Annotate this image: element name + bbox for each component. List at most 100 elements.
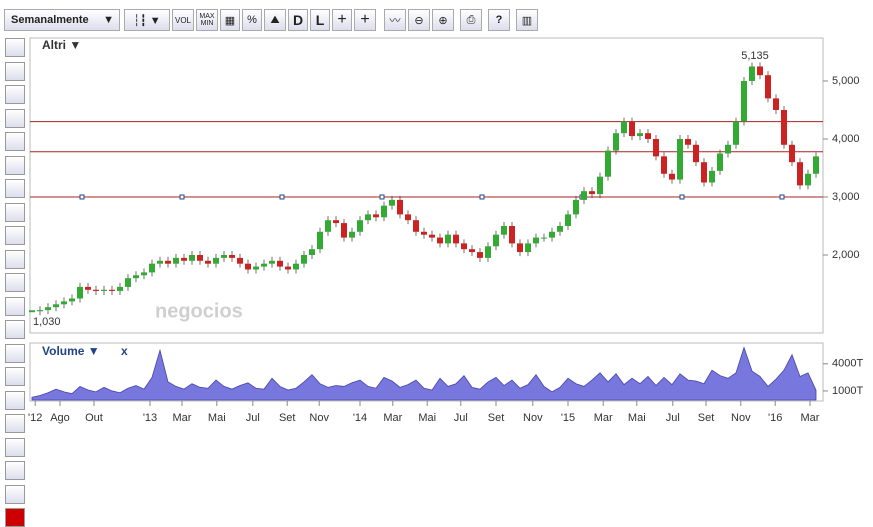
x-tick-label: Nov xyxy=(523,412,543,424)
candle-body xyxy=(157,260,163,264)
grid-button[interactable]: ▦ xyxy=(220,9,240,31)
candle-body xyxy=(341,223,347,238)
candle-body xyxy=(805,173,811,186)
line-handle xyxy=(379,194,385,200)
compare-button[interactable]: ⛰ xyxy=(264,9,286,31)
candle-body xyxy=(597,176,603,195)
watermark: negocios xyxy=(155,300,243,322)
candle-body xyxy=(797,162,803,186)
x-tick-label: Nov xyxy=(309,412,329,424)
candle-body xyxy=(173,257,179,264)
drawing-tool[interactable] xyxy=(5,296,25,316)
candle-body xyxy=(165,260,171,264)
percent-button[interactable]: % xyxy=(242,9,262,31)
x-tick-label: Out xyxy=(85,412,103,424)
drawing-tool[interactable] xyxy=(5,461,25,480)
candle-body xyxy=(69,298,75,302)
x-tick-label: '14 xyxy=(353,412,367,424)
d-label: D xyxy=(292,12,304,28)
x-tick-label: '16 xyxy=(768,412,782,424)
drawing-tool[interactable] xyxy=(5,508,25,527)
crosshair-button[interactable]: + xyxy=(332,9,352,31)
drawing-tool[interactable] xyxy=(5,484,25,504)
drawing-tool[interactable] xyxy=(5,226,25,245)
drawing-tool[interactable] xyxy=(5,367,25,386)
candle-body xyxy=(501,225,507,235)
candle-body xyxy=(653,138,659,157)
drawing-tool[interactable] xyxy=(5,108,25,128)
drawing-tool[interactable] xyxy=(5,61,25,81)
book-button[interactable]: ▥ xyxy=(516,9,538,31)
candle-body xyxy=(477,252,483,258)
vol-button[interactable]: VOL xyxy=(172,9,194,31)
candle-body xyxy=(669,173,675,180)
period-select[interactable]: Semanalmente ▼ xyxy=(4,9,120,31)
min-annotation: 1,030 xyxy=(33,316,61,328)
candle-body xyxy=(245,263,251,270)
candle-body xyxy=(517,243,523,253)
drawing-tool[interactable] xyxy=(5,390,25,410)
drawing-tool[interactable] xyxy=(5,343,25,363)
candle-body xyxy=(485,246,491,258)
drawing-tool[interactable] xyxy=(5,179,25,198)
candle-body xyxy=(661,156,667,174)
help-button[interactable]: ? xyxy=(488,9,510,31)
cross-button[interactable]: + xyxy=(354,9,376,31)
x-tick-label: Jul xyxy=(666,412,680,424)
percent-label: % xyxy=(247,14,257,26)
drawing-tool[interactable] xyxy=(5,155,25,175)
candle-body xyxy=(237,257,243,264)
candle-body xyxy=(685,138,691,145)
candle-body xyxy=(141,272,147,276)
candle-body xyxy=(445,234,451,244)
candle-body xyxy=(213,257,219,264)
zoom-in-button[interactable]: ⊕ xyxy=(432,9,454,31)
drawing-tool[interactable] xyxy=(5,273,25,292)
maxmin-button[interactable]: MAX MIN xyxy=(196,9,218,31)
drawing-tool[interactable] xyxy=(5,249,25,269)
candle-body xyxy=(677,138,683,180)
drawing-tool[interactable] xyxy=(5,132,25,151)
candle-body xyxy=(381,205,387,218)
candle-body xyxy=(637,133,643,137)
drawing-tool[interactable] xyxy=(5,38,25,57)
y-tick-label: 5,000 xyxy=(832,75,860,87)
candle-body xyxy=(101,289,107,291)
print-button[interactable]: ⎙ xyxy=(460,9,482,31)
drawing-tool[interactable] xyxy=(5,320,25,339)
candle-body xyxy=(357,220,363,232)
candle-body xyxy=(149,263,155,273)
candle-body xyxy=(621,121,627,134)
candle-body xyxy=(189,254,195,261)
chart-type-select[interactable]: ┆┇ ▼ xyxy=(124,9,170,31)
x-tick-label: '15 xyxy=(561,412,575,424)
candle-body xyxy=(333,220,339,224)
zoom-out-button[interactable]: ⊖ xyxy=(408,9,430,31)
period-label: Semanalmente xyxy=(11,14,89,26)
candle-body xyxy=(373,214,379,218)
candle-body xyxy=(525,243,531,253)
candle-body xyxy=(349,231,355,238)
candle-body xyxy=(573,199,579,215)
candle-body xyxy=(437,237,443,244)
volume-panel xyxy=(29,342,824,402)
candle-body xyxy=(77,286,83,299)
chart: Altri ▼ negocios Volume ▼ x 5,135 1,030 … xyxy=(28,37,863,424)
line-handle xyxy=(479,194,485,200)
drawing-tool[interactable] xyxy=(5,437,25,457)
candle-body xyxy=(37,310,43,312)
l-button[interactable]: L xyxy=(310,9,330,31)
x-tick-label: Nov xyxy=(731,412,751,424)
zoom-reset-button[interactable]: 〰 xyxy=(384,9,406,31)
candle-body xyxy=(781,109,787,145)
drawing-tool[interactable] xyxy=(5,85,25,104)
d-button[interactable]: D xyxy=(288,9,308,31)
x-tick-label: Mai xyxy=(418,412,436,424)
candle-body xyxy=(429,234,435,238)
line-handle xyxy=(79,194,85,200)
candle-body xyxy=(461,243,467,250)
l-label: L xyxy=(315,12,325,28)
drawing-tool[interactable] xyxy=(5,414,25,433)
drawing-tool[interactable] xyxy=(5,202,25,222)
candle-body xyxy=(741,80,747,122)
